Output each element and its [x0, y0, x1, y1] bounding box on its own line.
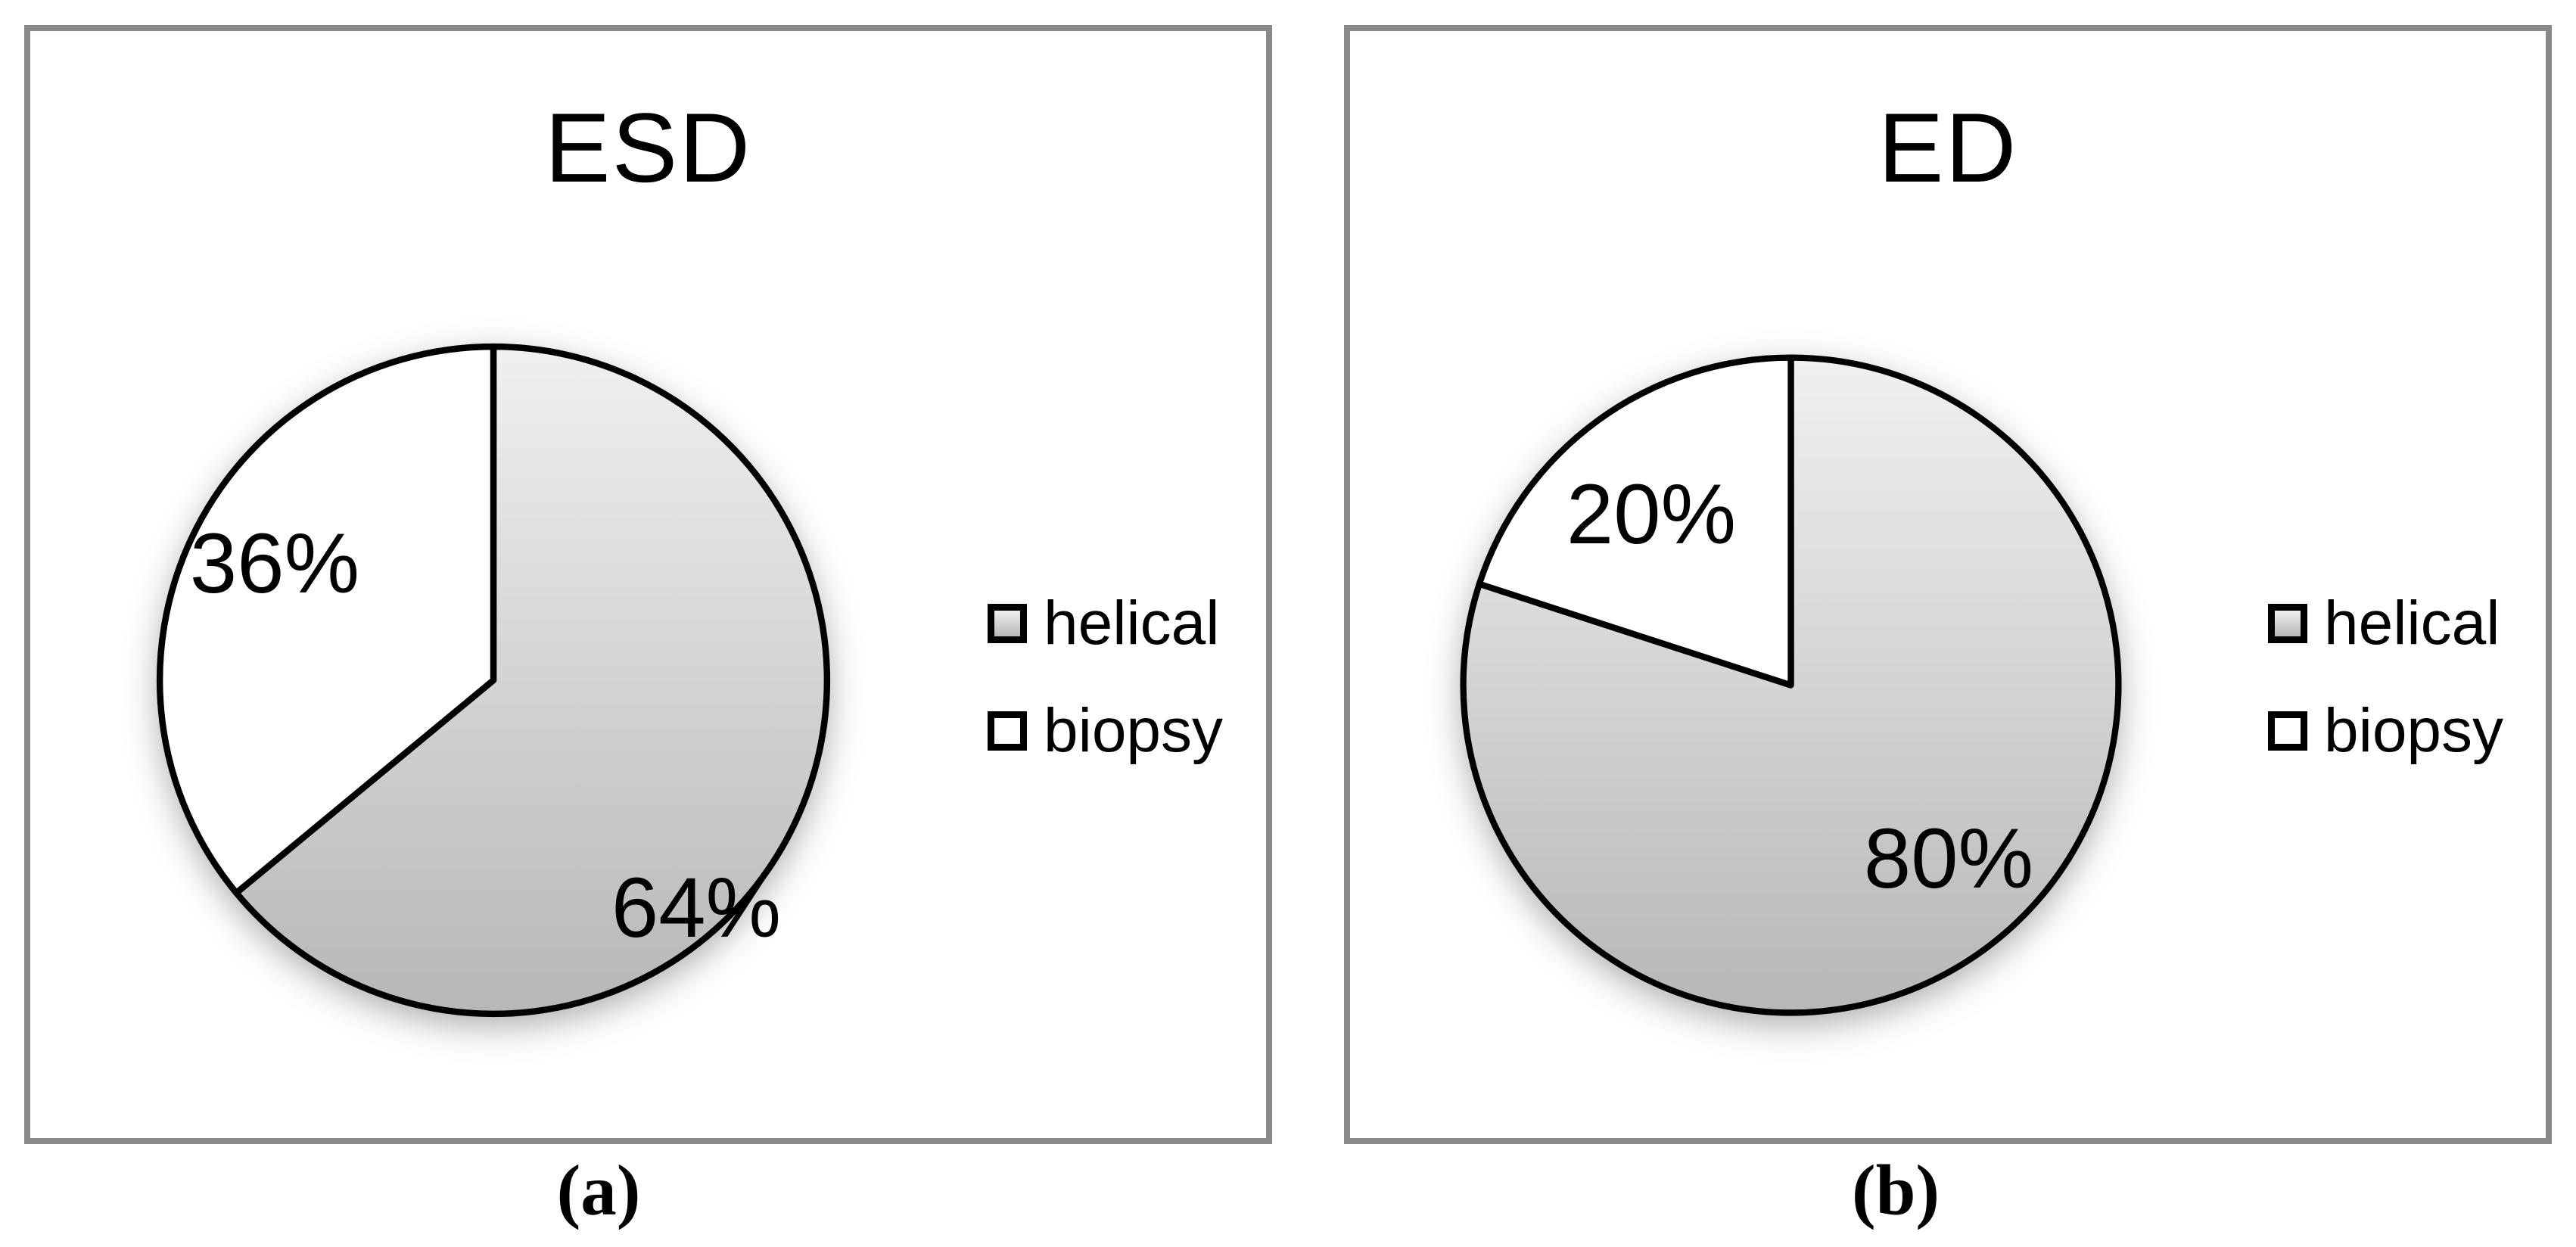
legend-item-biopsy: biopsy	[988, 698, 1223, 763]
panel-caption-a: (a)	[556, 1150, 641, 1230]
legend-item-helical: helical	[2268, 591, 2503, 656]
biopsy-swatch-icon	[2268, 711, 2307, 751]
panel-caption-b: (b)	[1851, 1150, 1940, 1230]
legend: helical biopsy	[2268, 591, 2503, 763]
helical-swatch-icon	[988, 604, 1027, 643]
legend-label-helical: helical	[2324, 589, 2500, 658]
pie-slice-label-helical: 64%	[611, 860, 782, 955]
legend-label-biopsy: biopsy	[2324, 696, 2504, 765]
chart-title-ed: ED	[1878, 92, 2018, 203]
biopsy-swatch-icon	[988, 711, 1027, 751]
pie-slice-label-helical: 80%	[1863, 811, 2034, 906]
helical-swatch-icon	[2268, 604, 2307, 643]
pie-chart-esd	[156, 343, 831, 1018]
chart-title-esd: ESD	[544, 92, 752, 203]
pie-chart-ed	[1460, 354, 2122, 1016]
legend: helical biopsy	[988, 591, 1223, 763]
legend-label-biopsy: biopsy	[1044, 696, 1224, 765]
legend-label-helical: helical	[1044, 589, 1220, 658]
pie-slice-label-biopsy: 20%	[1566, 467, 1737, 561]
legend-item-biopsy: biopsy	[2268, 698, 2503, 763]
figure-panel-a: ESD 36% 64% helical biopsy	[24, 25, 1272, 1144]
pie-slice-label-biopsy: 36%	[189, 516, 360, 611]
legend-item-helical: helical	[988, 591, 1223, 656]
figure-panel-b: ED 20% 80% helical biopsy	[1344, 25, 2552, 1144]
